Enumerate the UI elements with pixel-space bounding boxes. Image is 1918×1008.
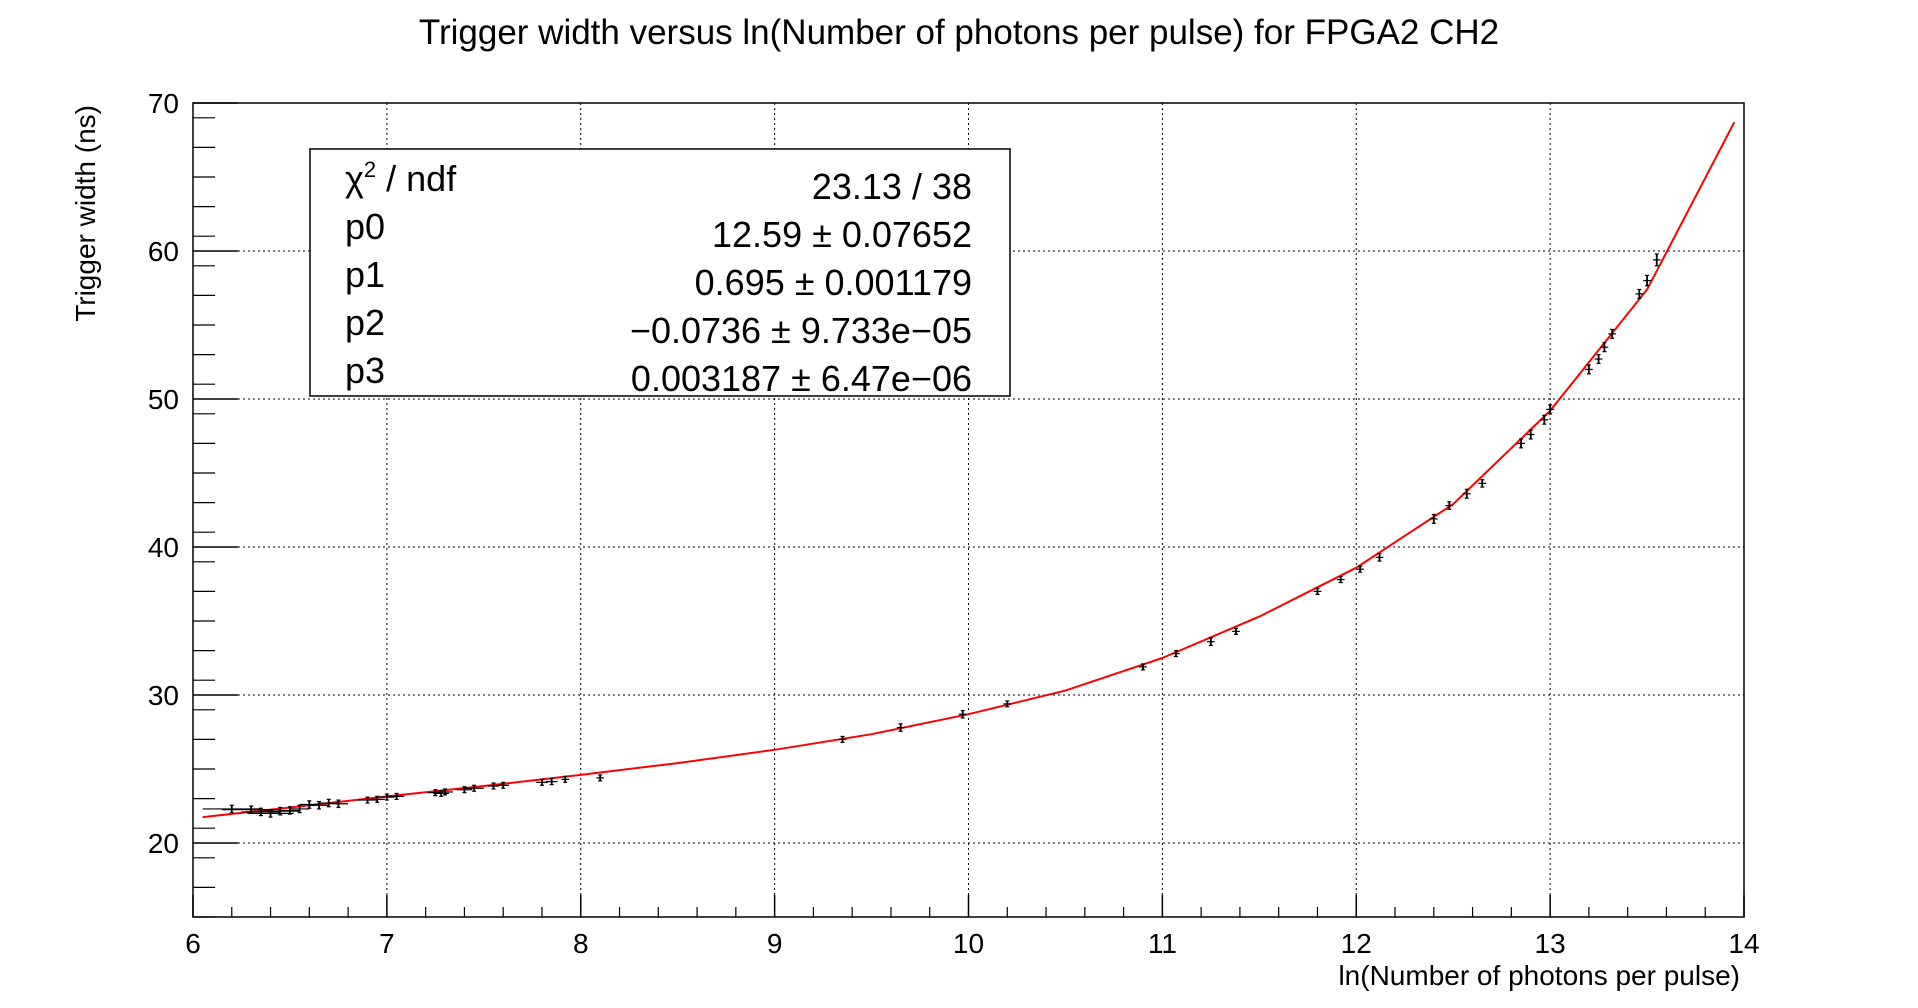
data-point (1652, 253, 1661, 267)
data-point (437, 788, 453, 796)
stats-label: p3 (345, 350, 385, 391)
data-point (487, 782, 500, 790)
data-point (1600, 342, 1609, 353)
stats-label: p2 (345, 302, 385, 343)
x-tick-label: 14 (1728, 928, 1759, 959)
data-point (1462, 488, 1471, 499)
data-point (561, 775, 570, 783)
y-tick-label: 30 (148, 680, 179, 711)
data-point (1585, 364, 1593, 375)
stats-label-superscript: 2 (364, 157, 376, 182)
axis-ticks: 6 7 8 9 10 11 12 13 14 20 30 40 50 60 70 (148, 88, 1760, 959)
data-point (319, 798, 339, 808)
x-axis-label: ln(Number of photons per pulse) (1338, 960, 1740, 991)
data-point (958, 709, 967, 719)
stats-label-main: p3 (345, 350, 385, 391)
data-point (1003, 700, 1012, 708)
data-point (1546, 404, 1555, 415)
data-point (1517, 438, 1525, 449)
x-tick-label: 11 (1148, 928, 1177, 959)
data-point (241, 807, 281, 817)
data-point (896, 723, 905, 732)
fit-stats-box: χ2 / ndf 23.13 / 38 p0 12.59 ± 0.07652 p1 0.6… (309, 148, 1011, 399)
y-tick-label: 70 (148, 88, 179, 119)
stats-label-main: p0 (345, 206, 385, 247)
data-point (1356, 565, 1365, 573)
stats-box-frame (309, 148, 1011, 397)
x-tick-label: 6 (185, 928, 201, 959)
data-point (1206, 637, 1215, 647)
data-point (497, 781, 510, 789)
x-tick-label: 8 (573, 928, 589, 959)
data-point (260, 806, 300, 816)
data-point (379, 793, 395, 801)
stats-label-rest: / ndf (376, 158, 457, 199)
stats-label: χ2 / ndf (345, 157, 457, 199)
data-point (299, 800, 320, 809)
data-point (536, 778, 548, 786)
data-points (202, 253, 1661, 818)
data-point (1232, 627, 1240, 635)
x-tick-label: 7 (379, 928, 395, 959)
stats-value: 0.695 ± 0.001179 (695, 262, 972, 303)
stats-label: p1 (345, 254, 385, 295)
stats-label-main: p1 (345, 254, 385, 295)
stats-label-main: p2 (345, 302, 385, 343)
stats-value: 23.13 / 38 (812, 166, 972, 207)
data-point (545, 778, 558, 786)
stats-value: 12.59 ± 0.07652 (712, 214, 972, 255)
data-point (1526, 429, 1535, 440)
data-point (369, 795, 385, 803)
fit-curve (202, 121, 1736, 819)
y-tick-label: 60 (148, 236, 179, 267)
data-point (1172, 649, 1180, 658)
data-point (1643, 274, 1651, 287)
x-tick-label: 13 (1535, 928, 1566, 959)
data-point (388, 792, 405, 800)
data-point (328, 799, 349, 809)
data-point (838, 735, 847, 743)
data-point (1478, 479, 1487, 488)
data-point (1375, 553, 1384, 562)
data-point (596, 774, 605, 782)
stats-label-main: χ (345, 158, 364, 199)
data-point (1445, 501, 1454, 510)
data-point (1635, 288, 1644, 299)
chart-title: Trigger width versus ln(Number of photon… (419, 13, 1499, 52)
stats-value: 0.003187 ± 6.47e−06 (631, 358, 972, 399)
data-point (1336, 575, 1345, 584)
x-tick-label: 12 (1341, 928, 1372, 959)
data-point (464, 784, 484, 792)
data-point (1594, 354, 1603, 365)
y-axis-label: Trigger width (ns) (70, 105, 101, 322)
data-point (280, 806, 300, 815)
data-point (1139, 663, 1147, 671)
x-tick-label: 10 (953, 928, 984, 959)
y-tick-label: 20 (148, 828, 179, 859)
data-point (357, 796, 378, 804)
y-tick-label: 40 (148, 532, 179, 563)
data-point (1313, 587, 1322, 595)
fit-layer (202, 121, 1736, 819)
data-point (1540, 414, 1549, 425)
y-tick-label: 50 (148, 384, 179, 415)
data-point (1608, 328, 1617, 339)
data-point (1429, 513, 1438, 524)
x-tick-label: 9 (767, 928, 783, 959)
stats-label: p0 (345, 206, 385, 247)
data-point (289, 804, 310, 814)
stats-value: −0.0736 ± 9.733e−05 (630, 310, 972, 351)
